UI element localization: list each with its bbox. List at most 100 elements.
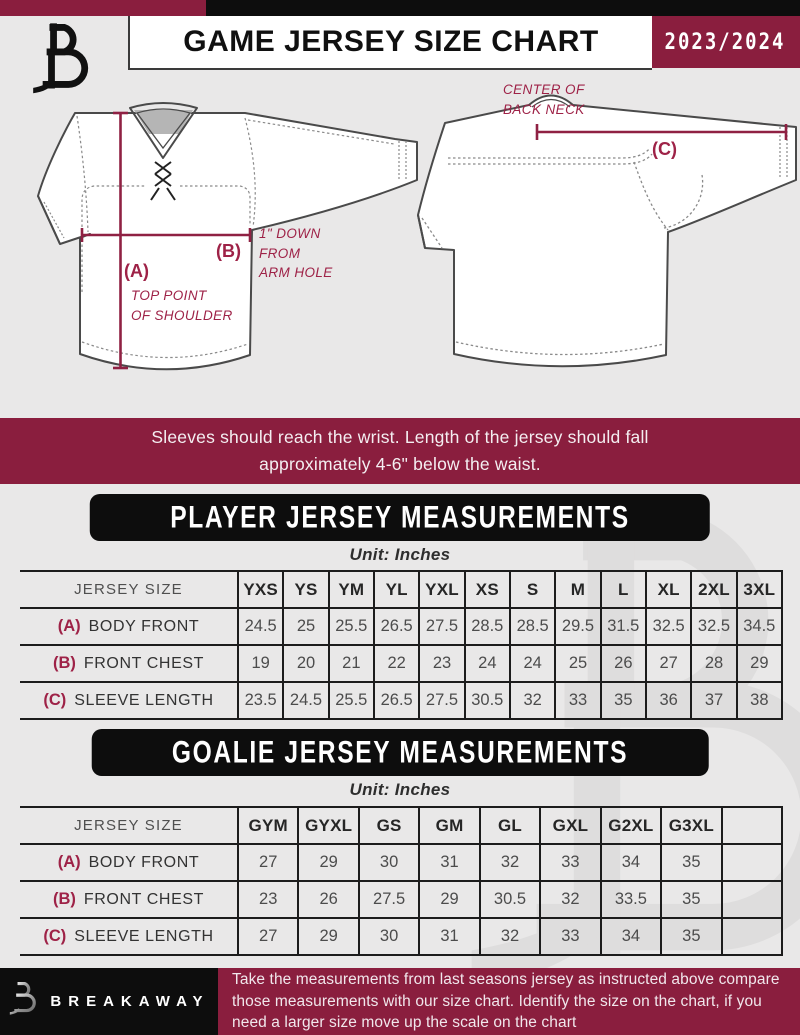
- goalie-section-header: GOALIE JERSEY MEASUREMENTS: [91, 729, 709, 776]
- measurement-value: 31: [420, 919, 481, 954]
- measurement-value: 30: [360, 919, 421, 954]
- measurement-value: [723, 845, 783, 880]
- measurement-value: 23.5: [239, 683, 285, 718]
- measurement-value: 29: [420, 882, 481, 917]
- measurement-value: 21: [330, 646, 375, 681]
- measure-b-label: (B): [216, 241, 241, 261]
- size-column-header: G2XL: [602, 808, 663, 843]
- measurement-value: 32: [541, 882, 602, 917]
- measurement-value: 35: [662, 882, 723, 917]
- measurement-value: 30.5: [466, 683, 511, 718]
- size-column-header: GL: [481, 808, 542, 843]
- top-bar-black: [206, 0, 800, 16]
- page-title: GAME JERSEY SIZE CHART: [183, 25, 599, 58]
- size-column-header: G3XL: [662, 808, 723, 843]
- size-column-header: XL: [647, 572, 693, 607]
- measurement-value: 27.5: [420, 609, 466, 644]
- measurement-value: 27: [647, 646, 693, 681]
- size-column-header: GYM: [239, 808, 300, 843]
- measurement-value: 29: [299, 845, 360, 880]
- measurement-value: 34: [602, 919, 663, 954]
- measurement-value: 28.5: [466, 609, 511, 644]
- row-key: (A): [57, 617, 81, 635]
- goalie-measurements-table: JERSEY SIZE GYM GYXL GS GM GL GXL G2XL G3XL (A) BO…: [20, 806, 783, 956]
- jersey-diagram-area: [0, 68, 800, 418]
- breakaway-logo-icon: [8, 981, 38, 1022]
- measurement-value: 35: [602, 683, 647, 718]
- breakaway-logo-icon: [28, 22, 94, 103]
- measurement-value: 22: [375, 646, 421, 681]
- measurement-value: 19: [239, 646, 285, 681]
- size-column-header: GS: [360, 808, 421, 843]
- measurement-value: 24.5: [239, 609, 285, 644]
- measurement-value: 30.5: [481, 882, 542, 917]
- measure-c-label: (C): [652, 139, 677, 159]
- measurement-value: 33.5: [602, 882, 663, 917]
- measurement-value: 29: [299, 919, 360, 954]
- measurement-value: 29.5: [556, 609, 602, 644]
- measurement-value: 36: [647, 683, 693, 718]
- size-column-header: YXS: [239, 572, 285, 607]
- measurement-value: 32.5: [692, 609, 738, 644]
- row-label: (A) BODY FRONT: [20, 609, 239, 644]
- measurement-value: 33: [541, 845, 602, 880]
- table-row: (C) SLEEVE LENGTH 23.5 24.5 25.5 26.5 27.5 30.5…: [20, 683, 783, 720]
- size-column-header: YL: [375, 572, 421, 607]
- size-column-header: XS: [466, 572, 511, 607]
- measure-a-note: TOP POINT OF SHOULDER: [131, 288, 233, 323]
- player-measurements-table: JERSEY SIZE YXS YS YM YL YXL XS S M L XL 2XL 3XL (A) B…: [20, 570, 783, 720]
- player-section-title: PLAYER JERSEY MEASUREMENTS: [170, 499, 630, 535]
- measurement-value: 27.5: [420, 683, 466, 718]
- measurement-value: 27.5: [360, 882, 421, 917]
- row-label-text: SLEEVE LENGTH: [74, 691, 214, 709]
- size-column-header: GXL: [541, 808, 602, 843]
- size-column-header: YS: [284, 572, 330, 607]
- table-row: (A) BODY FRONT 27 29 30 31 32 33 34 35: [20, 845, 783, 882]
- measurement-value: 23: [239, 882, 300, 917]
- size-column-header: GYXL: [299, 808, 360, 843]
- goalie-section-title: GOALIE JERSEY MEASUREMENTS: [171, 734, 629, 770]
- measurement-value: 27: [239, 919, 300, 954]
- player-unit-label: Unit: Inches: [349, 545, 451, 564]
- measure-c-note: CENTER OF BACK NECK: [503, 82, 585, 117]
- row-label-text: FRONT CHEST: [83, 654, 204, 672]
- measurement-value: 29: [738, 646, 783, 681]
- size-column-header: 2XL: [692, 572, 738, 607]
- row-label: (B) FRONT CHEST: [20, 882, 239, 917]
- measurement-value: 25.5: [330, 683, 375, 718]
- size-column-header: [723, 808, 783, 843]
- row-key: (C): [43, 927, 67, 945]
- row-key: (A): [57, 853, 81, 871]
- row-label: (C) SLEEVE LENGTH: [20, 683, 239, 718]
- measurement-value: [723, 919, 783, 954]
- row-label: (C) SLEEVE LENGTH: [20, 919, 239, 954]
- season-label: 2023/2024: [664, 29, 786, 55]
- measurement-value: 27: [239, 845, 300, 880]
- measure-a-label: (A): [124, 261, 149, 281]
- table-row: (B) FRONT CHEST 19 20 21 22 23 24 24 25 26 27 28 29: [20, 646, 783, 683]
- front-jersey-illustration: [37, 102, 418, 371]
- size-column-header: YM: [330, 572, 375, 607]
- size-column-header: L: [602, 572, 647, 607]
- measurement-value: 30: [360, 845, 421, 880]
- measurement-value: 26: [299, 882, 360, 917]
- table-header-row: JERSEY SIZE YXS YS YM YL YXL XS S M L XL 2XL 3XL: [20, 572, 783, 609]
- measurement-value: 24: [511, 646, 557, 681]
- back-jersey-illustration: [417, 94, 797, 368]
- measurement-value: 28: [692, 646, 738, 681]
- row-label: (A) BODY FRONT: [20, 845, 239, 880]
- table-row: (A) BODY FRONT 24.5 25 25.5 26.5 27.5 28.5 28.5 2…: [20, 609, 783, 646]
- row-key: (B): [53, 890, 76, 908]
- measurement-value: 24: [466, 646, 511, 681]
- player-section-header: PLAYER JERSEY MEASUREMENTS: [89, 494, 711, 541]
- row-label-text: FRONT CHEST: [83, 890, 204, 908]
- goalie-unit-label: Unit: Inches: [349, 780, 451, 799]
- row-key: (B): [53, 654, 76, 672]
- measurement-value: [723, 882, 783, 917]
- measurement-value: 32: [481, 919, 542, 954]
- measurement-value: 31: [420, 845, 481, 880]
- row-label-text: BODY FRONT: [88, 617, 200, 635]
- jersey-size-header: JERSEY SIZE: [20, 572, 239, 607]
- row-label: (B) FRONT CHEST: [20, 646, 239, 681]
- measurement-value: 34.5: [738, 609, 783, 644]
